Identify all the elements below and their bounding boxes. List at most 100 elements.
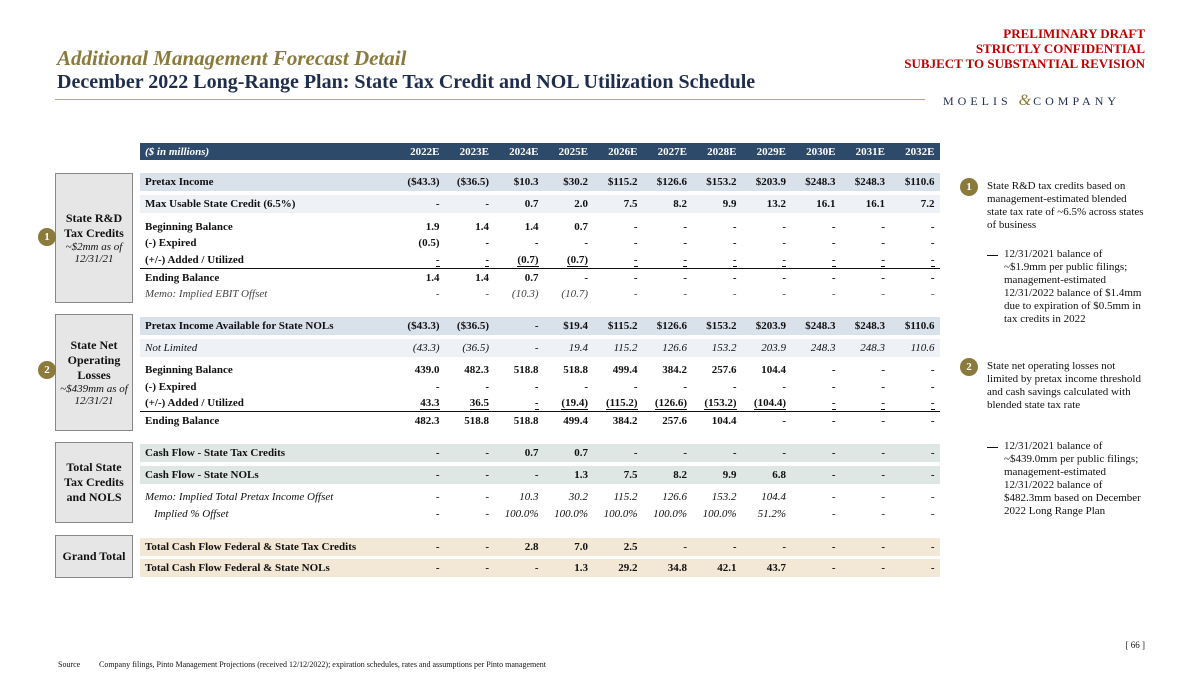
cell: 42.1 — [692, 559, 742, 577]
cell: 115.2 — [593, 488, 643, 506]
cell: - — [395, 559, 445, 577]
cell-value: - — [683, 288, 687, 300]
cell: - — [593, 218, 643, 236]
cell-value: 248.3 — [860, 342, 885, 354]
cell: $248.3 — [841, 317, 891, 335]
cell: 518.8 — [445, 412, 495, 430]
cell: - — [890, 488, 940, 506]
row-label: Beginning Balance — [145, 364, 233, 376]
cell: - — [742, 234, 792, 252]
cell-value: (0.7) — [566, 253, 588, 267]
section-label: State Net Operating Losses ~$439mm as of … — [55, 314, 133, 431]
cell: - — [791, 394, 841, 412]
cell: - — [692, 269, 742, 287]
cell-value: - — [881, 288, 885, 300]
table-row: (+/-) Added / Utilized 43.3 36.5 - (19.4) (11… — [140, 394, 940, 412]
cell: - — [841, 269, 891, 287]
cell: $30.2 — [544, 173, 594, 191]
cell-value: 518.8 — [464, 415, 489, 427]
cell: - — [494, 559, 544, 577]
cell: - — [841, 444, 891, 462]
cell: - — [890, 361, 940, 379]
cell-value: - — [435, 288, 440, 300]
cell-value: - — [930, 381, 935, 393]
cell-value: 6.8 — [772, 469, 786, 481]
cell-value: 100.0% — [702, 508, 737, 520]
year: 2026E — [608, 145, 638, 158]
cell-value: - — [435, 198, 440, 210]
cell: 153.2 — [692, 488, 742, 506]
cell-value: ($36.5) — [456, 176, 489, 188]
cell-value: $248.3 — [805, 320, 836, 332]
title: Additional Management Forecast Detail — [57, 46, 407, 70]
cell: - — [841, 234, 891, 252]
cell-value: 30.2 — [568, 491, 588, 503]
cell: 7.5 — [593, 195, 643, 213]
badge: 1 — [960, 178, 978, 196]
cell: - — [445, 378, 495, 396]
cell: 43.3 — [395, 394, 445, 412]
table-row: Memo: Implied EBIT Offset - - (10.3) (10.7) -… — [140, 285, 940, 303]
cell: 482.3 — [445, 361, 495, 379]
cell: - — [593, 234, 643, 252]
cell: 36.5 — [445, 394, 495, 412]
table-row: Memo: Implied Total Pretax Income Offset… — [140, 488, 940, 506]
cell-value: ($43.3) — [407, 320, 440, 332]
row-label: (+/-) Added / Utilized — [145, 254, 244, 266]
cell: - — [841, 361, 891, 379]
cell-value: $203.9 — [755, 320, 786, 332]
cell-value: 1.3 — [574, 562, 588, 574]
section-title: State Net Operating Losses — [67, 338, 121, 382]
cell: - — [593, 269, 643, 287]
cell-value: - — [831, 447, 836, 459]
cell-value: - — [435, 469, 440, 481]
cell: (126.6) — [643, 394, 693, 412]
cell: (10.7) — [544, 285, 594, 303]
cell-value: $110.6 — [904, 320, 935, 332]
cell-value: - — [930, 253, 935, 267]
cell-value: - — [831, 272, 836, 284]
cell: - — [445, 488, 495, 506]
cell: - — [445, 251, 495, 269]
cell-value: 100.0% — [554, 508, 588, 520]
row-label: Pretax Income — [145, 176, 214, 188]
cell-value: - — [435, 541, 440, 553]
cell-value: - — [534, 342, 539, 354]
cell-value: - — [732, 541, 737, 553]
cell-value: $30.2 — [563, 176, 588, 188]
cell-value: - — [831, 469, 836, 481]
cell-value: - — [435, 508, 440, 520]
cell: 499.4 — [593, 361, 643, 379]
unit: ($ in millions) — [145, 145, 210, 158]
cell: - — [395, 285, 445, 303]
cell-value: 104.4 — [711, 415, 737, 427]
cell: 29.2 — [593, 559, 643, 577]
cell: - — [841, 505, 891, 523]
year: 2030E — [806, 145, 836, 158]
cell: - — [593, 444, 643, 462]
cell: 10.3 — [494, 488, 544, 506]
cell-value: ($36.5) — [456, 320, 489, 332]
cell-value: - — [485, 253, 489, 267]
note: State R&D tax credits based on managemen… — [987, 180, 1144, 231]
cell-value: 1.4 — [475, 272, 489, 284]
cell: - — [841, 488, 891, 506]
cell-value: - — [633, 237, 638, 249]
cell: - — [544, 234, 594, 252]
cell-value: 384.2 — [662, 364, 687, 376]
row-label: (+/-) Added / Utilized — [145, 397, 244, 409]
cell: - — [841, 218, 891, 236]
cell-value: - — [485, 447, 489, 459]
cell-value: - — [683, 541, 687, 553]
cell: 499.4 — [544, 412, 594, 430]
cell-value: - — [831, 364, 836, 376]
cell: 518.8 — [544, 361, 594, 379]
cell-value: - — [930, 288, 935, 300]
cell-value: - — [683, 381, 687, 393]
table-row: Ending Balance 1.4 1.4 0.7 - - - - - - - - — [140, 268, 940, 287]
cell-value: - — [930, 415, 935, 427]
cell: $110.6 — [890, 317, 940, 335]
cell-value: 499.4 — [612, 364, 638, 376]
row-label: Total Cash Flow Federal & State NOLs — [145, 562, 330, 574]
cell-value: - — [534, 562, 539, 574]
